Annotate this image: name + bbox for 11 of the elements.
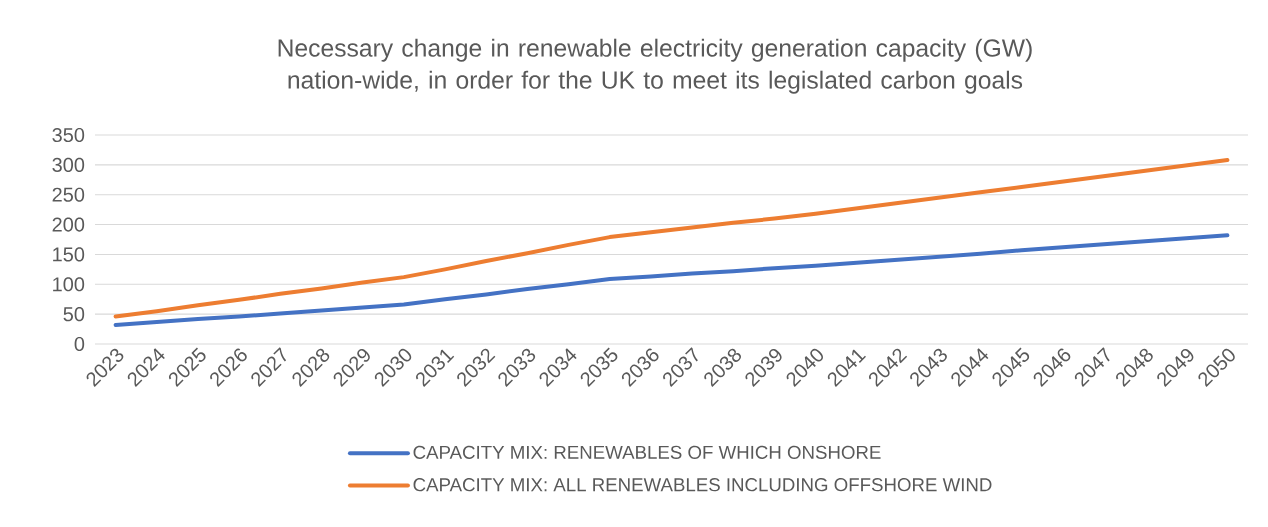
y-tick-label: 0 [74, 336, 85, 352]
y-tick-label: 100 [53, 277, 85, 292]
chart-title: Necessary change in renewable electricity generation capacity (GW) nation-wide, in order for the UK to meet its legislated carbon goals [278, 38, 1032, 94]
y-tick-label: 200 [52, 217, 85, 232]
y-tick-label: 150 [53, 247, 85, 262]
legend-label: CAPACITY MIX: RENEWABLES OF WHICH ONSHORE [413, 445, 881, 459]
y-tick-label: 250 [52, 187, 85, 202]
legend-label: CAPACITY MIX: ALL RENEWABLES INCLUDING OFFSHORE WIND [413, 478, 992, 492]
y-tick-label: 50 [63, 307, 85, 322]
y-tick-label: 350 [52, 127, 85, 143]
y-tick-label: 300 [52, 157, 85, 172]
